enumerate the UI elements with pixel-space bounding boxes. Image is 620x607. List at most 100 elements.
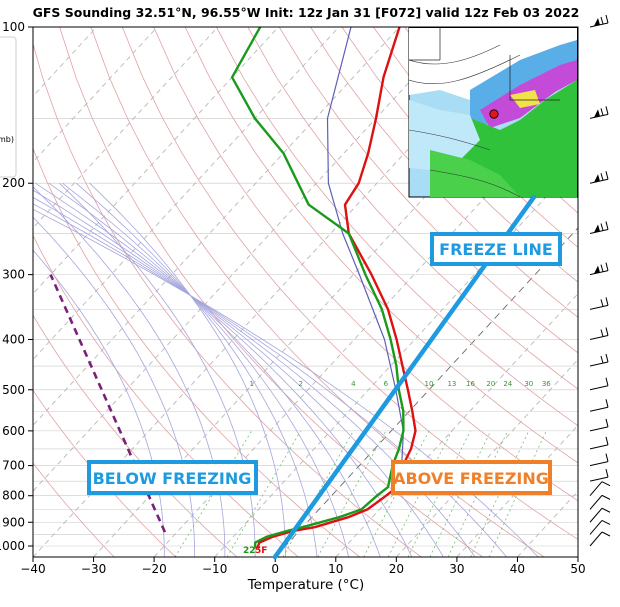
mixing-ratio-label: 1 <box>249 380 253 388</box>
wind-barb <box>589 399 609 412</box>
dry-adiabat <box>33 389 176 557</box>
moist-adiabat <box>35 182 413 557</box>
x-tick-label: 10 <box>328 562 343 576</box>
mixing-ratio-label: 10 <box>425 380 434 388</box>
y-tick-label: 400 <box>2 332 25 346</box>
below-freezing-callout: BELOW FREEZING <box>87 460 258 495</box>
mixing-ratio-label: 24 <box>503 380 512 388</box>
wind-barb <box>589 262 609 276</box>
parcel-line <box>326 27 404 488</box>
moist-adiabat <box>62 182 349 557</box>
dry-adiabat <box>216 27 578 427</box>
x-tick-label: −30 <box>81 562 106 576</box>
x-tick-label: 20 <box>389 562 404 576</box>
isotherm-line <box>33 27 279 295</box>
wind-barb <box>589 14 609 28</box>
wind-barb <box>589 171 609 184</box>
dry-adiabat <box>90 27 545 557</box>
dry-adiabat <box>33 314 238 557</box>
dry-adiabat <box>121 27 578 540</box>
mixing-ratio-line <box>429 430 492 557</box>
wind-barb <box>589 106 609 119</box>
surface-map-inset <box>408 27 578 198</box>
moist-adiabat <box>33 249 165 557</box>
dry-adiabat <box>33 42 422 557</box>
wind-barb <box>589 418 609 432</box>
mixing-ratio-label: 16 <box>466 380 475 388</box>
wind-barb <box>589 507 611 523</box>
wind-barb <box>589 436 609 450</box>
dry-adiabat <box>33 234 299 557</box>
x-tick-label: −10 <box>202 562 227 576</box>
moist-adiabat <box>33 208 539 557</box>
dry-adiabat <box>184 27 578 464</box>
dry-adiabat <box>33 147 361 557</box>
y-axis: 100 200 300 400 500 600 700 800 900 1000 <box>0 20 33 553</box>
mixing-ratio-line <box>447 430 509 557</box>
mixing-ratio-line <box>363 430 430 557</box>
x-tick-label: 0 <box>271 562 279 576</box>
y-tick-label: 300 <box>2 268 25 282</box>
mixing-ratio-label: 4 <box>351 380 356 388</box>
x-tick-label: 50 <box>570 562 585 576</box>
wind-barb <box>589 494 611 510</box>
legend-box: mb) <box>0 36 17 178</box>
y-tick-label: 800 <box>2 489 25 503</box>
y-tick-label: 600 <box>2 424 25 438</box>
y-tick-label: 700 <box>2 459 25 473</box>
chart-title: GFS Sounding 32.51°N, 96.55°W Init: 12z … <box>33 5 580 20</box>
mixing-ratio-line <box>317 430 387 557</box>
isotherm-line <box>33 27 461 492</box>
wind-barb <box>589 469 609 482</box>
wind-barb <box>589 221 609 235</box>
y-tick-label: 500 <box>2 383 25 397</box>
isotherm-line <box>577 556 578 557</box>
moist-adiabat <box>48 182 381 557</box>
freeze-line-label: FREEZE LINE <box>439 240 553 259</box>
mixing-ratio-label: 36 <box>542 380 551 388</box>
moist-adiabat <box>33 189 444 557</box>
dashed-boundary-line <box>49 274 167 533</box>
dry-adiabat <box>153 27 578 502</box>
isotherm-line <box>33 27 340 361</box>
plot-frame <box>32 26 579 558</box>
x-tick-label: 40 <box>510 562 525 576</box>
x-tick-label: −40 <box>20 562 45 576</box>
mixing-ratio-label: 30 <box>524 380 533 388</box>
mixing-ratio-label: 2 <box>298 380 302 388</box>
mixing-ratio-line <box>387 430 453 557</box>
wind-barbs <box>589 14 611 547</box>
moist-adiabat <box>33 216 196 557</box>
wind-barb <box>589 327 609 340</box>
freeze-line-callout: FREEZE LINE <box>430 232 562 266</box>
moist-adiabat <box>33 196 476 557</box>
dry-adiabat <box>59 27 483 557</box>
mixing-ratio-line <box>174 430 253 557</box>
isotherm-line <box>33 27 400 427</box>
above-freezing-label: ABOVE FREEZING <box>393 469 549 488</box>
y-tick-label: 900 <box>2 515 25 529</box>
sounding-location-marker <box>489 109 499 119</box>
wind-barb <box>589 519 611 535</box>
mixing-ratio-label: 6 <box>384 380 389 388</box>
mixing-ratio-label: 13 <box>447 380 456 388</box>
below-freezing-label: BELOW FREEZING <box>93 469 252 488</box>
mixing-ratio-labels: 1 2 4 6 10 13 16 20 24 30 36 <box>249 380 551 388</box>
mixing-ratio-label: 20 <box>486 380 495 388</box>
wind-barb <box>589 297 609 310</box>
y-tick-label: 200 <box>2 176 25 190</box>
surface-temp-label: 5F <box>255 546 267 556</box>
dry-adiabat <box>33 462 115 557</box>
wind-barb <box>589 481 611 497</box>
x-tick-label: 30 <box>449 562 464 576</box>
moist-adiabat <box>33 203 507 557</box>
wind-barb <box>589 353 609 367</box>
mixing-ratio-line <box>407 430 471 557</box>
y-tick-label: 1000 <box>0 539 25 553</box>
y-tick-label: 100 <box>2 20 25 34</box>
mixing-ratio-line <box>226 430 302 557</box>
moist-adiabat <box>59 182 256 557</box>
wind-barb <box>589 531 611 547</box>
moist-adiabat <box>33 186 226 557</box>
surface-dewpoint-label: 22 <box>243 546 256 556</box>
